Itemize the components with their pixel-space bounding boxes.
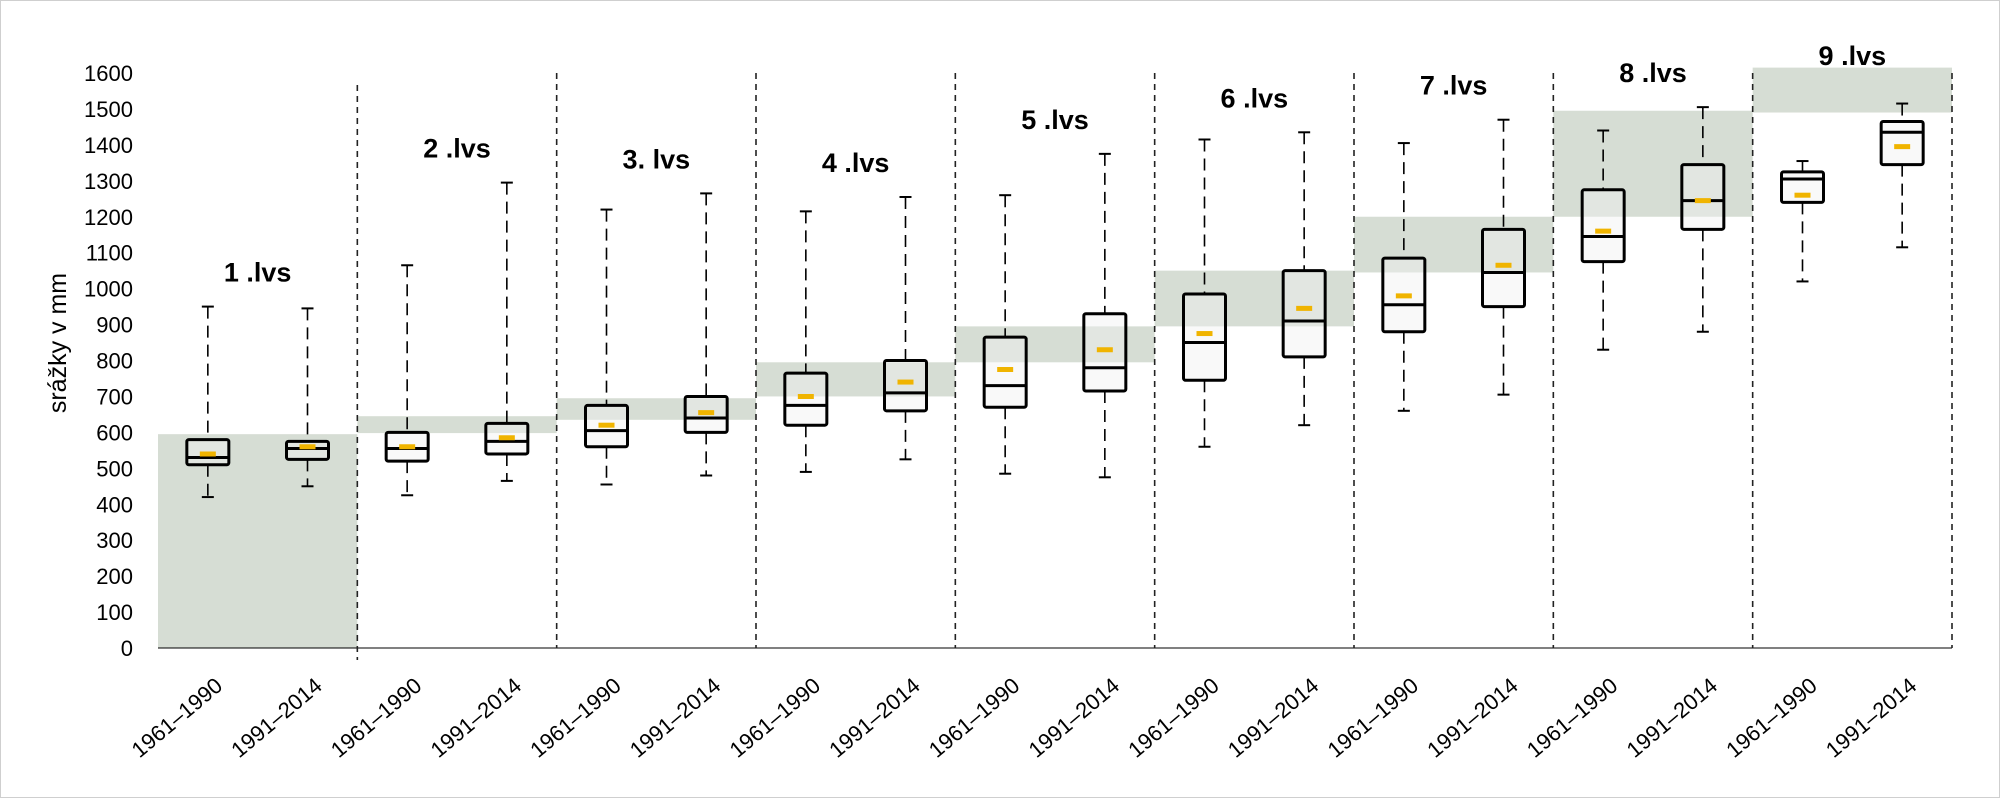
y-tick-label: 700 bbox=[96, 384, 133, 409]
x-tick-label: 1991–2014 bbox=[1024, 673, 1124, 763]
y-tick-label: 1100 bbox=[86, 241, 133, 266]
zone-label: 9 .lvs bbox=[1819, 41, 1887, 71]
y-tick-label: 600 bbox=[96, 420, 133, 445]
iqr-box bbox=[285, 439, 330, 461]
x-tick-label: 1961–1990 bbox=[924, 673, 1024, 763]
y-tick-label: 0 bbox=[121, 636, 133, 661]
iqr-box bbox=[1082, 312, 1128, 393]
zone-band bbox=[756, 362, 956, 397]
x-tick-label: 1991–2014 bbox=[426, 673, 526, 763]
x-tick-label: 1961–1990 bbox=[326, 673, 426, 763]
iqr-box bbox=[1680, 163, 1726, 231]
y-tick-label: 1200 bbox=[84, 205, 133, 230]
y-tick-label: 800 bbox=[96, 349, 133, 374]
box-plots bbox=[185, 102, 1925, 499]
y-tick-label: 1500 bbox=[84, 97, 133, 122]
y-tick-label: 400 bbox=[96, 492, 133, 517]
x-tick-label: 1991–2014 bbox=[226, 673, 326, 763]
y-tick-label: 1600 bbox=[84, 61, 133, 86]
x-tick-label: 1961–1990 bbox=[725, 673, 825, 763]
iqr-box bbox=[1281, 269, 1327, 359]
y-tick-label: 200 bbox=[96, 564, 133, 589]
iqr-box bbox=[1580, 188, 1626, 264]
axes: 0 100 200 300 400 500 600 700 800 900 1000 1100 1200… bbox=[84, 61, 1952, 661]
x-tick-label: 1991–2014 bbox=[1422, 673, 1522, 763]
zone-label: 7 .lvs bbox=[1420, 71, 1488, 101]
zone-band bbox=[955, 326, 1155, 363]
iqr-box bbox=[1481, 227, 1526, 309]
iqr-box bbox=[883, 359, 928, 413]
x-tick-label: 1961–1990 bbox=[1522, 673, 1622, 763]
y-tick-label: 100 bbox=[96, 600, 133, 625]
x-tick-label: 1961–1990 bbox=[1323, 673, 1423, 763]
zone-band bbox=[158, 434, 358, 648]
zone-label: 4 .lvs bbox=[822, 148, 890, 178]
iqr-box bbox=[982, 335, 1028, 409]
y-tick-label: 1000 bbox=[84, 277, 133, 302]
x-tick-label: 1961–1990 bbox=[1721, 673, 1821, 763]
zone-label: 1 .lvs bbox=[224, 258, 292, 288]
x-tick-label: 1991–2014 bbox=[1622, 673, 1722, 763]
zone-band bbox=[1354, 216, 1554, 273]
y-tick-label: 500 bbox=[96, 456, 133, 481]
zone-label: 2 .lvs bbox=[423, 134, 491, 164]
x-tick-label: 1991–2014 bbox=[1821, 673, 1921, 763]
x-tick-label: 1961–1990 bbox=[525, 673, 625, 763]
zone-label: 5 .lvs bbox=[1021, 105, 1089, 135]
y-tick-label: 300 bbox=[96, 528, 133, 553]
iqr-box bbox=[1879, 120, 1925, 167]
y-tick-label: 1300 bbox=[84, 169, 133, 194]
y-tick-label: 1400 bbox=[84, 133, 133, 158]
zone-label: 6 .lvs bbox=[1221, 83, 1289, 113]
zone-band bbox=[1752, 67, 1952, 113]
x-tick-label: 1991–2014 bbox=[1223, 673, 1323, 763]
x-tick-label: 1961–1990 bbox=[127, 673, 227, 763]
iqr-box bbox=[1780, 170, 1825, 204]
zone-band bbox=[1154, 270, 1354, 327]
iqr-box bbox=[783, 371, 829, 427]
x-tick-label: 1991–2014 bbox=[625, 673, 725, 763]
y-axis-label: srážky v mm bbox=[44, 273, 72, 413]
x-tick-label: 1991–2014 bbox=[824, 673, 924, 763]
y-tick-label: 900 bbox=[96, 313, 133, 338]
iqr-box bbox=[1182, 292, 1227, 382]
zone-label: 3. lvs bbox=[623, 144, 691, 174]
zone-label: 8 .lvs bbox=[1619, 58, 1687, 88]
zone-dividers bbox=[356, 73, 1953, 660]
x-tick-label: 1961–1990 bbox=[1123, 673, 1223, 763]
